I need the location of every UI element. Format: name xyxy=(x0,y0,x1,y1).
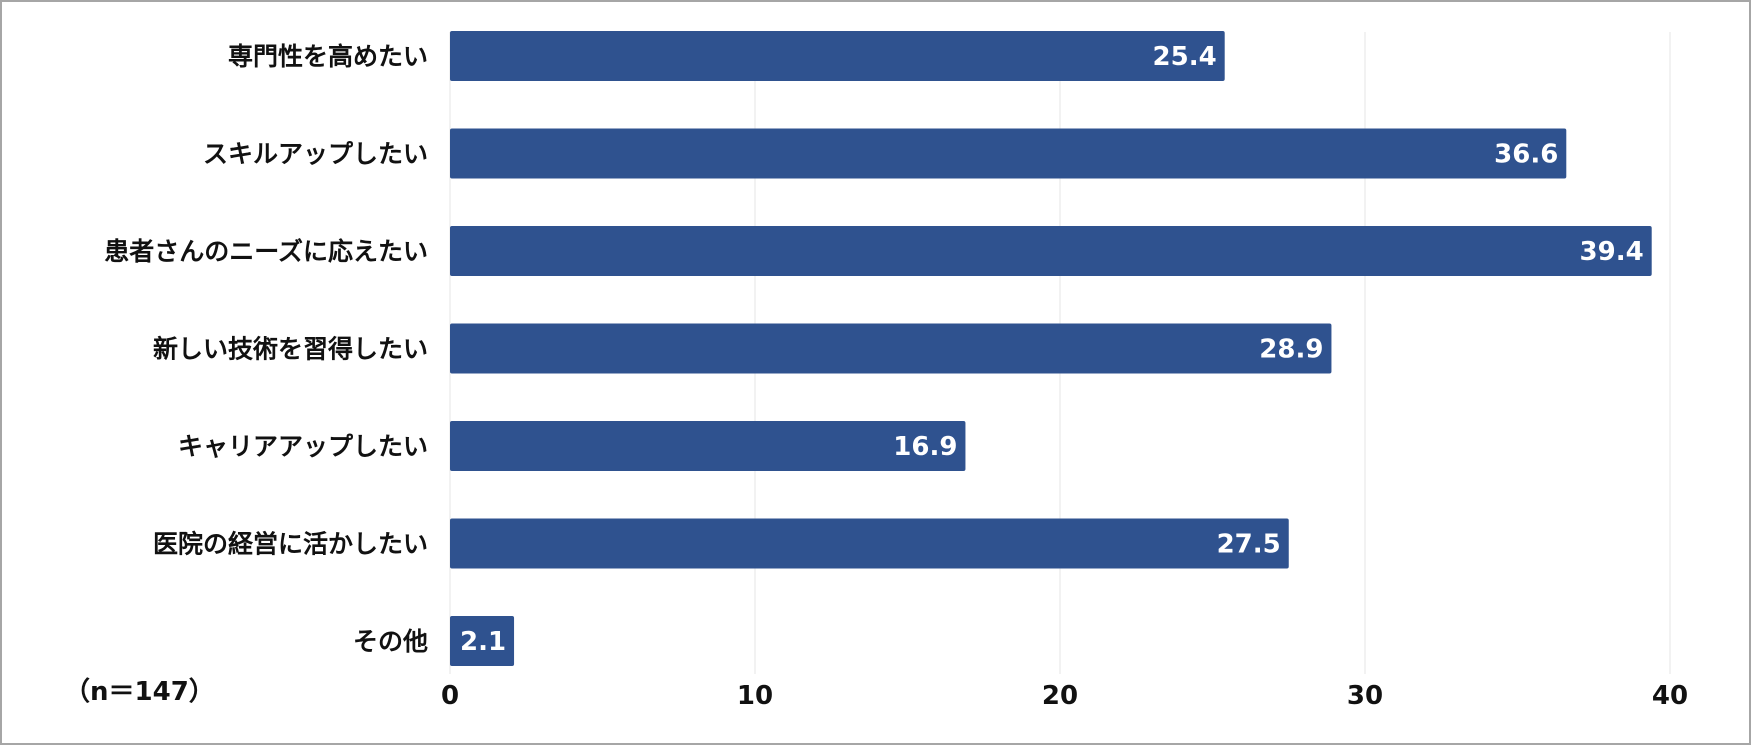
bar xyxy=(450,128,1567,179)
bar xyxy=(450,226,1652,276)
bar xyxy=(450,518,1289,569)
bar xyxy=(450,616,515,666)
x-tick-label: 40 xyxy=(1652,681,1688,711)
bar xyxy=(450,323,1332,374)
category-label: その他 xyxy=(353,627,428,656)
data-label: 25.4 xyxy=(1153,42,1217,72)
category-label: 医院の経営に活かしたい xyxy=(153,530,428,559)
category-labels: 専門性を高めたいスキルアップしたい患者さんのニーズに応えたい新しい技術を習得した… xyxy=(104,42,428,656)
data-label: 39.4 xyxy=(1580,237,1644,267)
x-tick-label: 10 xyxy=(737,681,773,711)
category-label: 患者さんのニーズに応えたい xyxy=(104,237,428,266)
category-label: 専門性を高めたい xyxy=(228,42,428,71)
category-label: 新しい技術を習得したい xyxy=(153,335,428,364)
data-label: 27.5 xyxy=(1217,530,1281,560)
category-label: スキルアップしたい xyxy=(203,140,428,169)
bar xyxy=(450,421,966,471)
x-tick-label: 0 xyxy=(441,681,459,711)
value-labels: 25.4 36.6 39.4 28.9 16.9 27.5 2.1 xyxy=(460,42,1644,657)
x-axis-ticks: 0 10 20 30 40 xyxy=(441,681,1688,711)
data-label: 2.1 xyxy=(460,627,506,657)
data-label: 36.6 xyxy=(1494,140,1558,170)
data-label: 16.9 xyxy=(893,432,957,462)
bars xyxy=(450,31,1652,666)
sample-size-note: （n＝147） xyxy=(64,677,215,707)
category-label: キャリアアップしたい xyxy=(178,432,428,461)
data-label: 28.9 xyxy=(1259,335,1323,365)
x-tick-label: 20 xyxy=(1042,681,1078,711)
x-tick-label: 30 xyxy=(1347,681,1383,711)
bar xyxy=(450,31,1225,81)
